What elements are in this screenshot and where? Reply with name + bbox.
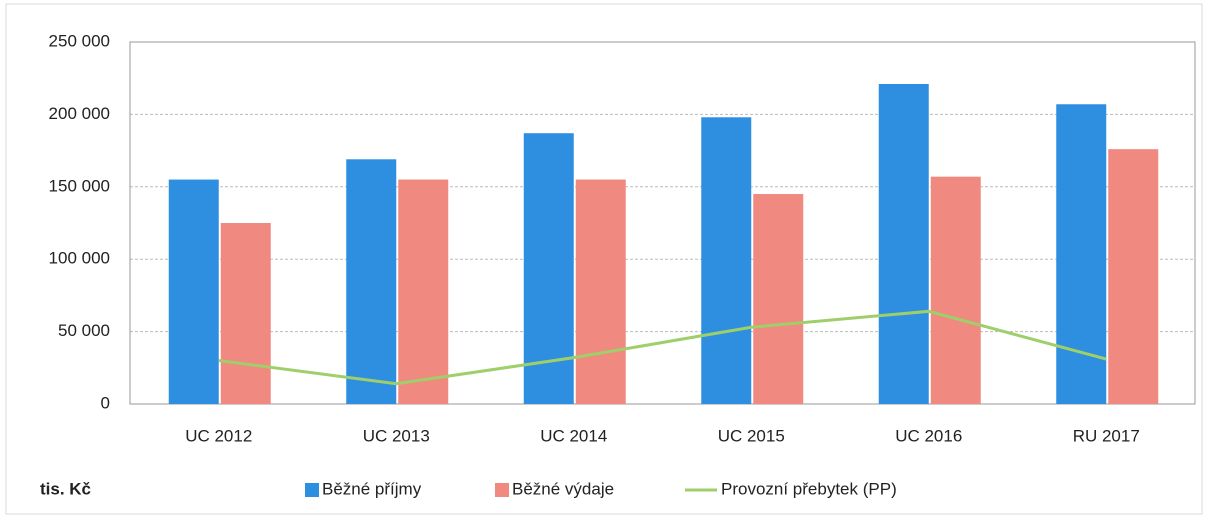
bar — [346, 159, 397, 404]
legend-label: Běžné příjmy — [322, 479, 422, 498]
y-tick-label: 50 000 — [58, 321, 110, 340]
bar — [878, 83, 929, 404]
bar — [1056, 104, 1107, 404]
y-tick-label: 0 — [101, 393, 110, 412]
y-tick-label: 150 000 — [49, 176, 110, 195]
bar — [398, 179, 449, 404]
bar — [168, 179, 219, 404]
bar — [575, 179, 626, 404]
unit-label: tis. Kč — [40, 479, 91, 498]
x-tick-label: UC 2012 — [185, 426, 252, 445]
plot-border — [129, 41, 1196, 405]
x-tick-label: UC 2013 — [363, 426, 430, 445]
line-series — [218, 309, 1107, 386]
bar — [701, 117, 752, 405]
y-tick-label: 200 000 — [49, 104, 110, 123]
x-tick-label: RU 2017 — [1073, 426, 1140, 445]
x-tick-label: UC 2015 — [718, 426, 785, 445]
bar — [753, 194, 804, 404]
legend-swatch — [495, 483, 509, 497]
bar — [220, 223, 271, 404]
bar — [930, 176, 981, 404]
legend-label: Provozní přebytek (PP) — [721, 479, 897, 498]
y-tick-label: 100 000 — [49, 249, 110, 268]
legend-swatch — [305, 483, 319, 497]
y-tick-label: 250 000 — [49, 31, 110, 50]
x-tick-label: UC 2016 — [895, 426, 962, 445]
bar — [1108, 149, 1159, 404]
legend-label: Běžné výdaje — [512, 479, 614, 498]
x-tick-label: UC 2014 — [540, 426, 607, 445]
